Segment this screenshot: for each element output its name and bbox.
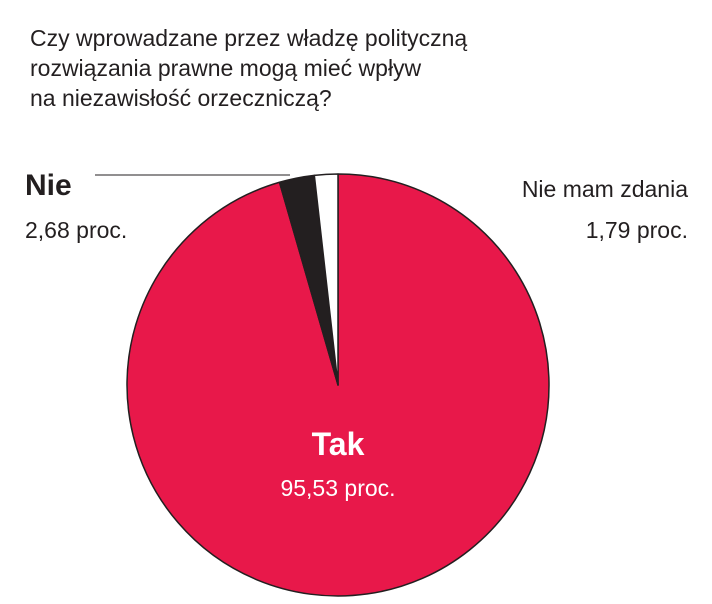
slice-label: Nie xyxy=(25,169,72,202)
chart-title: na niezawisłość orzeczniczą? xyxy=(30,85,332,111)
value-label: 95,53 proc. xyxy=(280,475,395,501)
value-label: 1,79 proc. xyxy=(586,217,688,243)
value-label: 2,68 proc. xyxy=(25,217,127,243)
pie-slice xyxy=(313,173,339,386)
slice-label: Nie mam zdania xyxy=(522,176,688,202)
slice-label: Tak xyxy=(312,426,365,462)
chart-title: Czy wprowadzane przez władzę polityczną xyxy=(30,25,467,51)
chart-title: rozwiązania prawne mogą mieć wpływ xyxy=(30,55,422,81)
